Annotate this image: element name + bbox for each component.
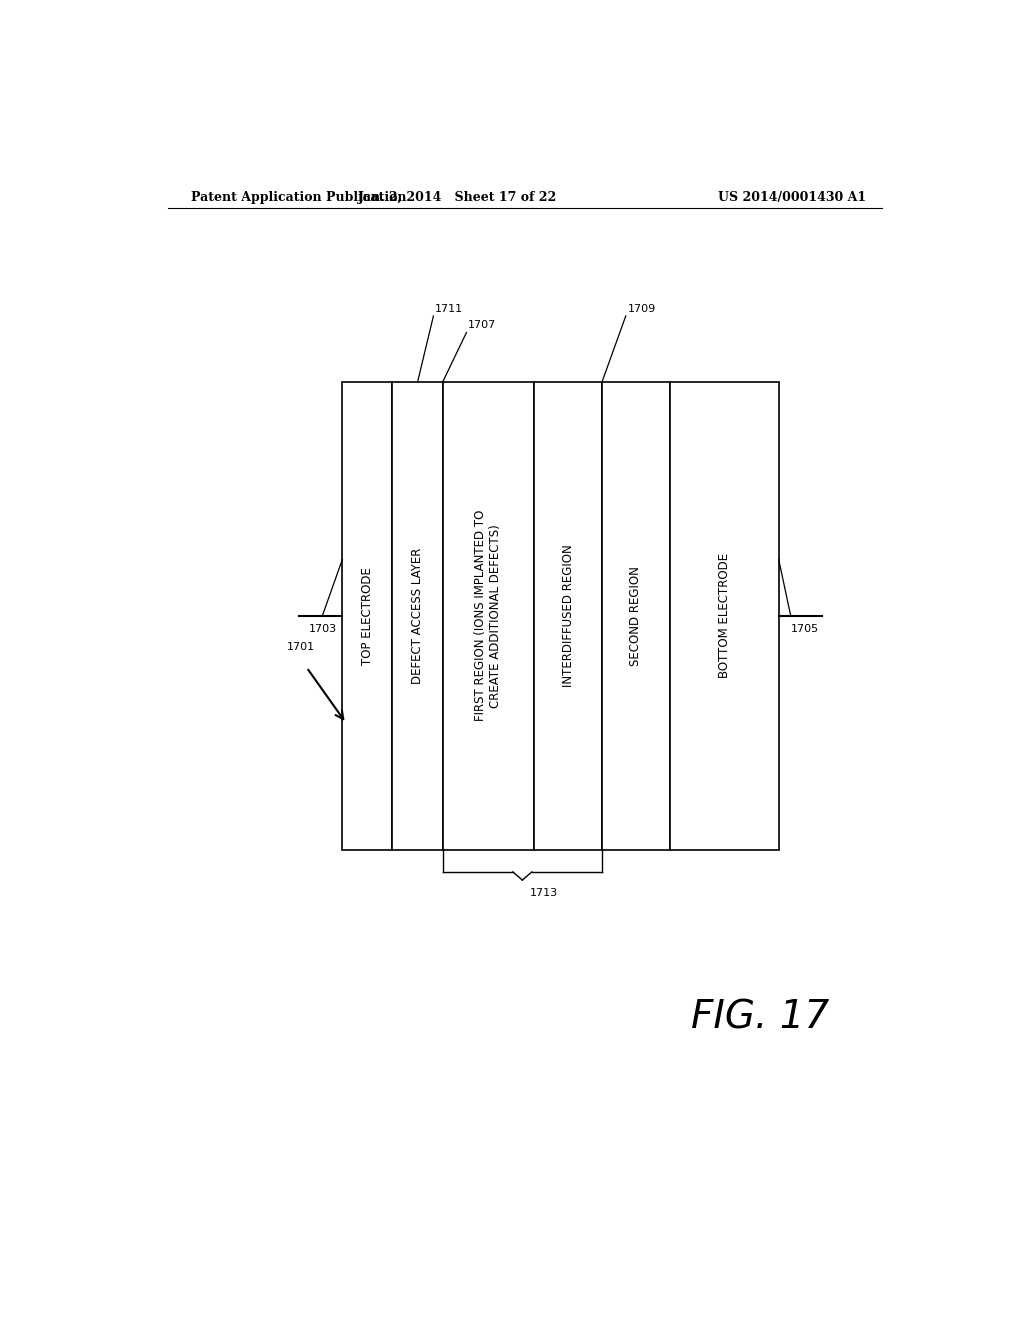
Text: 1703: 1703 [308, 624, 337, 634]
Bar [602, 381, 670, 850]
Text: BOTTOM ELECTRODE: BOTTOM ELECTRODE [718, 553, 731, 678]
Text: US 2014/0001430 A1: US 2014/0001430 A1 [718, 190, 866, 203]
Text: TOP ELECTRODE: TOP ELECTRODE [360, 566, 374, 665]
Bar [442, 381, 535, 850]
Bar [342, 381, 392, 850]
Text: DEFECT ACCESS LAYER: DEFECT ACCESS LAYER [411, 548, 424, 684]
Text: 1713: 1713 [530, 888, 558, 898]
Text: 1701: 1701 [287, 642, 314, 652]
Text: 1707: 1707 [468, 321, 497, 330]
Text: FIG. 17: FIG. 17 [691, 998, 829, 1036]
Text: 1705: 1705 [791, 624, 819, 634]
Text: SECOND REGION: SECOND REGION [630, 566, 642, 665]
Bar [392, 381, 442, 850]
Text: 1709: 1709 [628, 304, 655, 314]
Text: Jan. 2, 2014   Sheet 17 of 22: Jan. 2, 2014 Sheet 17 of 22 [357, 190, 557, 203]
Bar [535, 381, 602, 850]
Text: INTERDIFFUSED REGION: INTERDIFFUSED REGION [561, 544, 574, 688]
Text: FIRST REGION (IONS IMPLANTED TO
CREATE ADDITIONAL DEFECTS): FIRST REGION (IONS IMPLANTED TO CREATE A… [474, 510, 503, 722]
Text: Patent Application Publication: Patent Application Publication [191, 190, 407, 203]
Bar [670, 381, 779, 850]
Text: 1711: 1711 [435, 304, 463, 314]
